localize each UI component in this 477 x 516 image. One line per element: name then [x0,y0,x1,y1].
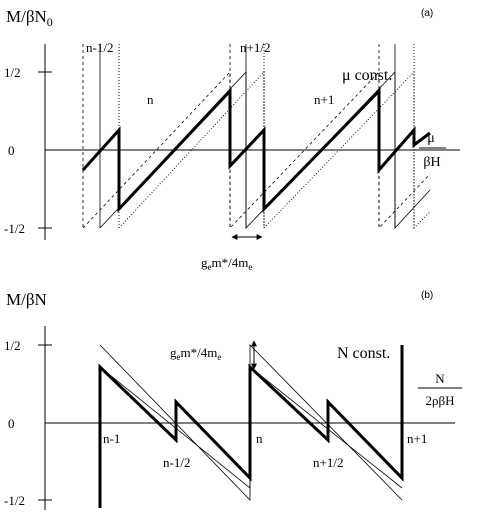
panel-a-y-label: M/βN0 [6,7,53,29]
panel-a-x-label-denominator: βH [423,155,440,170]
panel-b-x-label-numerator: N [435,371,445,386]
panel-a-tick-label-top: 1/2 [4,65,21,80]
panel-b-level-label: n-1/2 [163,455,190,470]
panel-b-level-label: n+1 [407,431,427,446]
panel-b-magnetization-curve [98,345,404,508]
panel-b-x-label-denominator: 2ρβH [426,393,455,408]
panel-a-x-label-numerator: μ [427,131,435,146]
panel-a-dotted-sawtooth [118,70,431,230]
panel-a-tick-label-bottom: -1/2 [4,221,25,236]
panel-a-region-label: n [147,92,154,107]
panel-a: M/βN0 (a) 1/2 0 -1/2 μ βH μ const. n-1/2… [4,7,460,272]
panel-b-tick-label-zero: 0 [8,416,15,431]
panel-b-y-label: M/βN [6,290,47,309]
panel-a-tag: (a) [421,8,433,19]
panel-b-condition: N const. [337,345,390,362]
panel-b-level-label: n [256,431,263,446]
panel-b-tick-label-top: 1/2 [4,338,21,353]
panel-a-region-label: n+1 [314,92,334,107]
panel-b-tick-label-bottom: -1/2 [4,493,25,508]
panel-b-level-label: n+1/2 [313,455,343,470]
panel-b-spacing-label: gem*/4me [170,345,221,362]
panel-b-tag: (b) [421,290,433,301]
panel-b: M/βN (b) 1/2 0 -1/2 N 2ρβH N const. n-1 … [4,290,462,510]
panel-a-level-label: n+1/2 [240,40,270,55]
panel-b-level-label: n-1 [103,431,120,446]
panel-a-condition: μ const. [342,67,392,84]
panel-a-spacing-label: gem*/4me [201,255,252,272]
panel-a-magnetization-curve [81,87,431,213]
panel-a-tick-label-zero: 0 [8,143,15,158]
